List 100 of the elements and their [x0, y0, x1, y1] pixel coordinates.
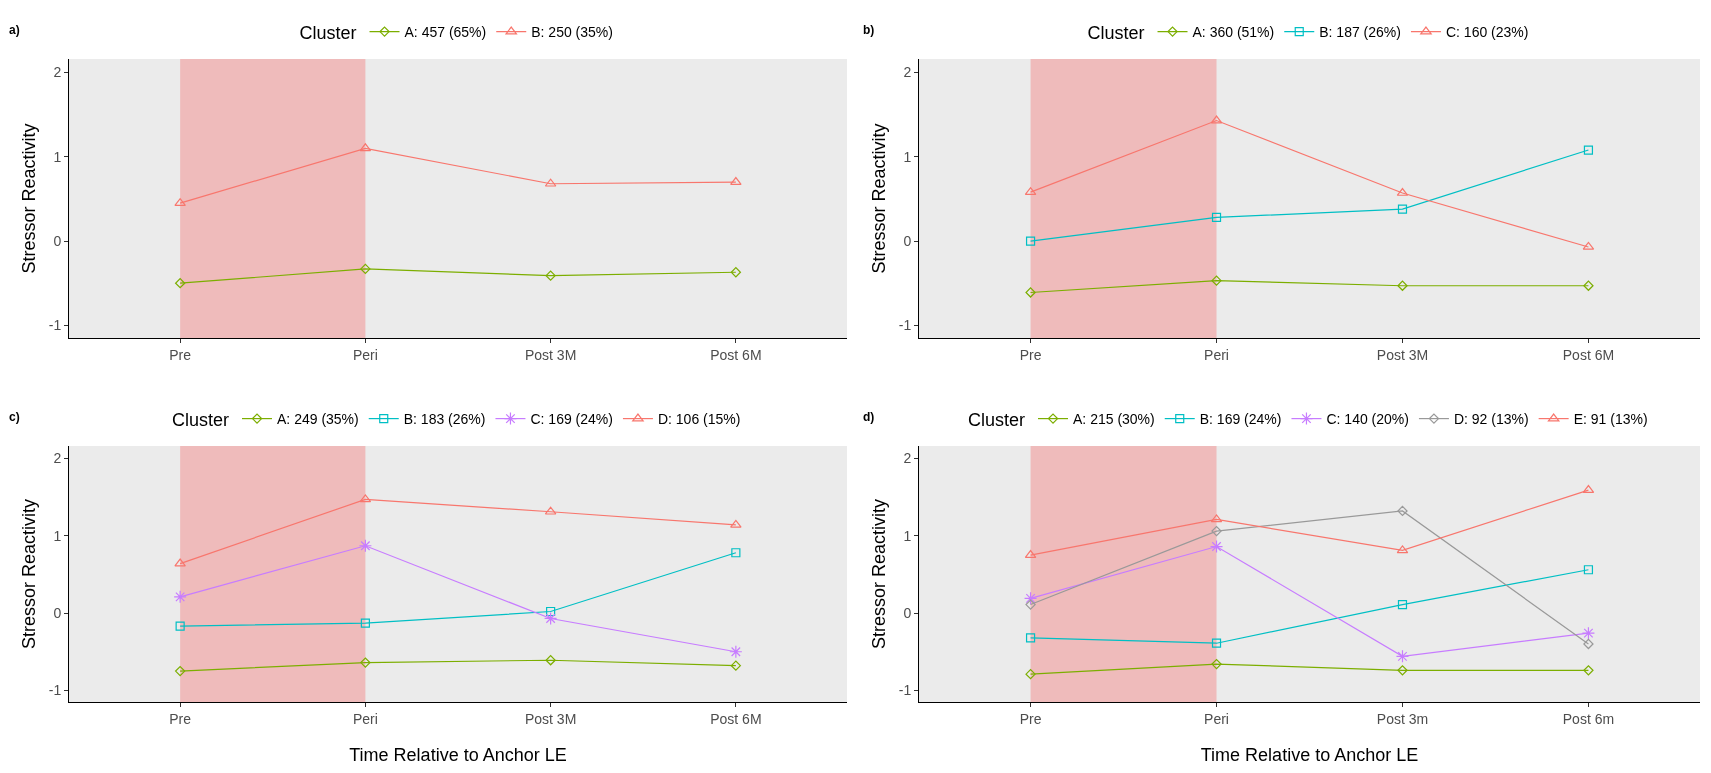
legend-label: C: 140 (20%) — [1326, 411, 1409, 428]
x-tick-label: Post 3m — [1376, 710, 1429, 727]
y-tick-label: -1 — [898, 682, 912, 699]
y-tick-label: 1 — [903, 527, 912, 544]
point — [175, 621, 185, 631]
text: b) — [863, 23, 875, 37]
legend-label: B: 187 (26%) — [1319, 24, 1401, 41]
point — [1583, 665, 1594, 676]
x-tick-label: Peri — [352, 710, 378, 727]
point — [358, 539, 372, 553]
x-tick-label: Peri — [1204, 346, 1229, 363]
x-tick-label: Post 3M — [524, 346, 577, 363]
point — [544, 611, 558, 626]
x-tick-label: Peri — [1204, 710, 1229, 727]
x-tick-label: Post 6m — [1562, 710, 1615, 727]
point — [729, 645, 743, 659]
point — [1211, 658, 1222, 670]
point — [1395, 649, 1410, 663]
x-tick-label: Post 6M — [710, 710, 762, 727]
legend-label: E: 91 (13%) — [1573, 411, 1648, 428]
point — [174, 558, 186, 567]
x-axis-title: Time Relative to Anchor LE — [349, 744, 567, 765]
y-tick-label: 2 — [903, 64, 912, 81]
point — [1023, 591, 1038, 605]
x-tick-label: Pre — [1019, 346, 1042, 363]
point — [545, 655, 556, 666]
y-tick-label: -1 — [48, 317, 62, 334]
x-tick-label: Post 3M — [1376, 346, 1429, 363]
point — [1211, 212, 1222, 223]
point — [1025, 633, 1036, 643]
y-tick-label: 1 — [53, 148, 62, 165]
point — [1583, 145, 1594, 155]
point — [360, 263, 371, 275]
point — [731, 548, 741, 558]
y-tick-label: 1 — [903, 148, 912, 165]
y-tick-label: 2 — [53, 64, 62, 81]
legend-label: A: 360 (51%) — [1192, 24, 1275, 41]
point — [1025, 669, 1036, 680]
text: c) — [9, 410, 20, 424]
point — [730, 176, 742, 185]
legend-label: C: 169 (24%) — [530, 411, 613, 428]
point — [1211, 275, 1222, 286]
point — [1209, 539, 1224, 554]
y-tick-label: 0 — [903, 232, 912, 249]
legend-label: A: 249 (35%) — [277, 411, 359, 428]
point — [360, 618, 370, 628]
x-tick-label: Post 3M — [524, 710, 577, 727]
y-tick-label: -1 — [48, 682, 62, 699]
y-tick-label: 1 — [53, 527, 62, 544]
x-tick-label: Post 6M — [1562, 346, 1615, 363]
point — [1397, 280, 1408, 291]
point — [173, 590, 187, 604]
text: a) — [9, 23, 20, 37]
x-axis-title: Time Relative to Anchor LE — [1200, 744, 1419, 765]
y-tick-label: 0 — [53, 604, 62, 621]
point — [1025, 287, 1036, 298]
legend-title: Cluster — [299, 23, 357, 44]
point — [1397, 204, 1408, 214]
y-axis-title: Stressor Reactivity — [18, 123, 39, 274]
point — [1583, 565, 1594, 575]
point — [1397, 665, 1408, 676]
x-tick-label: Peri — [352, 346, 378, 363]
y-tick-label: -1 — [898, 317, 912, 334]
y-axis-title: Stressor Reactivity — [868, 123, 889, 274]
point — [730, 660, 742, 671]
point — [174, 278, 186, 289]
point — [1025, 236, 1036, 246]
point — [1025, 599, 1036, 610]
point — [1397, 505, 1408, 517]
legend-label: B: 250 (35%) — [531, 24, 613, 41]
x-tick-label: Pre — [169, 346, 192, 363]
point — [545, 270, 556, 281]
legend-label: D: 92 (13%) — [1453, 411, 1529, 428]
point — [1211, 638, 1222, 648]
legend-title: Cluster — [968, 410, 1026, 431]
x-tick-label: Post 6M — [710, 346, 762, 363]
point — [730, 519, 742, 528]
y-tick-label: 0 — [903, 604, 912, 621]
legend-label: C: 160 (23%) — [1445, 24, 1529, 41]
point — [360, 657, 371, 668]
legend-title: Cluster — [1087, 23, 1145, 44]
point — [546, 606, 556, 617]
x-tick-label: Pre — [169, 710, 192, 727]
legend-title: Cluster — [172, 410, 230, 431]
y-axis-title: Stressor Reactivity — [868, 498, 889, 650]
y-tick-label: 2 — [53, 450, 62, 467]
text: d) — [863, 410, 875, 424]
point — [1397, 599, 1408, 610]
y-tick-label: 2 — [903, 450, 912, 467]
y-axis-title: Stressor Reactivity — [18, 498, 39, 650]
point — [1583, 280, 1594, 291]
point — [174, 665, 186, 677]
legend-label: A: 215 (30%) — [1073, 411, 1155, 428]
point — [1211, 525, 1222, 537]
legend-label: B: 183 (26%) — [403, 411, 486, 428]
x-tick-label: Pre — [1019, 710, 1042, 727]
legend-label: A: 457 (65%) — [404, 24, 487, 41]
point — [1583, 638, 1594, 650]
point — [730, 267, 742, 278]
point — [1581, 626, 1596, 640]
